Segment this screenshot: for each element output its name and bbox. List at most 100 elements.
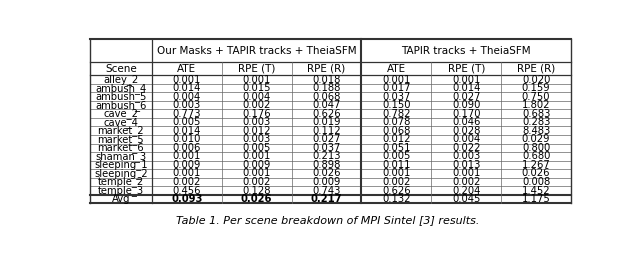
Text: 0.022: 0.022 — [452, 143, 481, 153]
Text: 1.267: 1.267 — [522, 160, 550, 170]
Text: RPE (R): RPE (R) — [517, 64, 556, 74]
Text: 0.018: 0.018 — [312, 75, 340, 84]
Text: 0.213: 0.213 — [312, 151, 341, 161]
Text: 0.626: 0.626 — [382, 186, 411, 196]
Text: 0.898: 0.898 — [312, 160, 340, 170]
Text: 0.026: 0.026 — [241, 194, 273, 204]
Text: 0.009: 0.009 — [173, 160, 201, 170]
Text: market_5: market_5 — [98, 134, 144, 145]
Text: 0.004: 0.004 — [173, 92, 201, 102]
Text: 0.017: 0.017 — [382, 83, 411, 93]
Text: 0.743: 0.743 — [312, 186, 340, 196]
Text: 0.013: 0.013 — [452, 160, 481, 170]
Text: 0.003: 0.003 — [452, 151, 481, 161]
Text: 0.002: 0.002 — [173, 177, 201, 187]
Text: 0.009: 0.009 — [243, 160, 271, 170]
Text: 0.001: 0.001 — [173, 75, 201, 84]
Text: alley_2: alley_2 — [103, 74, 138, 85]
Text: 1.802: 1.802 — [522, 100, 550, 110]
Text: 0.027: 0.027 — [312, 134, 341, 144]
Text: 0.217: 0.217 — [311, 194, 342, 204]
Text: 0.002: 0.002 — [382, 177, 411, 187]
Text: 0.037: 0.037 — [382, 92, 411, 102]
Text: 0.683: 0.683 — [522, 109, 550, 119]
Text: 0.170: 0.170 — [452, 109, 481, 119]
Text: 0.626: 0.626 — [312, 109, 341, 119]
Text: 0.750: 0.750 — [522, 92, 550, 102]
Text: 0.046: 0.046 — [452, 117, 481, 127]
Text: 0.188: 0.188 — [312, 83, 340, 93]
Text: 0.014: 0.014 — [173, 83, 201, 93]
Text: shaman_3: shaman_3 — [95, 151, 147, 162]
Text: ATE: ATE — [387, 64, 406, 74]
Text: 0.001: 0.001 — [382, 168, 411, 178]
Text: ambush_6: ambush_6 — [95, 100, 147, 110]
Text: temple_3: temple_3 — [98, 185, 144, 196]
Text: 0.029: 0.029 — [522, 134, 550, 144]
Text: 1.452: 1.452 — [522, 186, 550, 196]
Text: 0.019: 0.019 — [312, 117, 341, 127]
Text: 0.112: 0.112 — [312, 126, 341, 136]
Text: 0.159: 0.159 — [522, 83, 550, 93]
Text: 0.132: 0.132 — [382, 194, 411, 204]
Text: ambush_4: ambush_4 — [95, 83, 147, 94]
Text: 0.028: 0.028 — [452, 126, 481, 136]
Text: 0.782: 0.782 — [382, 109, 411, 119]
Text: 0.045: 0.045 — [452, 194, 481, 204]
Text: 0.027: 0.027 — [452, 92, 481, 102]
Text: 0.014: 0.014 — [173, 126, 201, 136]
Text: 0.005: 0.005 — [173, 117, 201, 127]
Text: 0.176: 0.176 — [243, 109, 271, 119]
Text: temple_2: temple_2 — [98, 177, 144, 187]
Text: 0.004: 0.004 — [452, 134, 481, 144]
Text: cave_2: cave_2 — [104, 108, 138, 119]
Text: 0.093: 0.093 — [171, 194, 202, 204]
Text: 0.012: 0.012 — [243, 126, 271, 136]
Text: 0.773: 0.773 — [173, 109, 201, 119]
Text: TAPIR tracks + TheiaSFM: TAPIR tracks + TheiaSFM — [401, 46, 531, 56]
Text: market_2: market_2 — [98, 125, 144, 136]
Text: 0.078: 0.078 — [382, 117, 411, 127]
Text: 0.020: 0.020 — [522, 75, 550, 84]
Text: 0.047: 0.047 — [312, 100, 340, 110]
Text: 0.001: 0.001 — [173, 151, 201, 161]
Text: 0.026: 0.026 — [312, 168, 341, 178]
Text: 0.456: 0.456 — [173, 186, 201, 196]
Text: RPE (R): RPE (R) — [307, 64, 346, 74]
Text: 0.005: 0.005 — [243, 143, 271, 153]
Text: 1.175: 1.175 — [522, 194, 550, 204]
Text: 0.680: 0.680 — [522, 151, 550, 161]
Text: 0.128: 0.128 — [243, 186, 271, 196]
Text: Table 1. Per scene breakdown of MPI Sintel [3] results.: Table 1. Per scene breakdown of MPI Sint… — [176, 215, 480, 225]
Text: market_6: market_6 — [98, 142, 144, 153]
Text: 0.008: 0.008 — [522, 177, 550, 187]
Text: Scene: Scene — [105, 64, 137, 74]
Text: sleeping_2: sleeping_2 — [94, 168, 148, 179]
Text: 0.003: 0.003 — [243, 117, 271, 127]
Text: 0.015: 0.015 — [243, 83, 271, 93]
Text: cave_4: cave_4 — [104, 117, 138, 128]
Text: 0.004: 0.004 — [243, 92, 271, 102]
Text: 0.001: 0.001 — [243, 168, 271, 178]
Text: 0.068: 0.068 — [312, 92, 340, 102]
Text: Avg: Avg — [111, 194, 130, 204]
Text: sleeping_1: sleeping_1 — [94, 159, 148, 170]
Text: 0.005: 0.005 — [382, 151, 411, 161]
Text: 0.001: 0.001 — [173, 168, 201, 178]
Text: 0.009: 0.009 — [312, 177, 340, 187]
Text: 0.068: 0.068 — [382, 126, 411, 136]
Text: 0.001: 0.001 — [452, 75, 481, 84]
Text: 0.006: 0.006 — [173, 143, 201, 153]
Text: ATE: ATE — [177, 64, 196, 74]
Text: 0.051: 0.051 — [382, 143, 411, 153]
Text: 0.001: 0.001 — [243, 151, 271, 161]
Text: 0.026: 0.026 — [522, 168, 550, 178]
Text: 0.002: 0.002 — [243, 177, 271, 187]
Text: 0.012: 0.012 — [382, 134, 411, 144]
Text: Our Masks + TAPIR tracks + TheiaSFM: Our Masks + TAPIR tracks + TheiaSFM — [157, 46, 356, 56]
Text: RPE (T): RPE (T) — [447, 64, 485, 74]
Text: RPE (T): RPE (T) — [238, 64, 275, 74]
Text: 0.037: 0.037 — [312, 143, 340, 153]
Text: 0.002: 0.002 — [452, 177, 481, 187]
Text: 0.150: 0.150 — [382, 100, 411, 110]
